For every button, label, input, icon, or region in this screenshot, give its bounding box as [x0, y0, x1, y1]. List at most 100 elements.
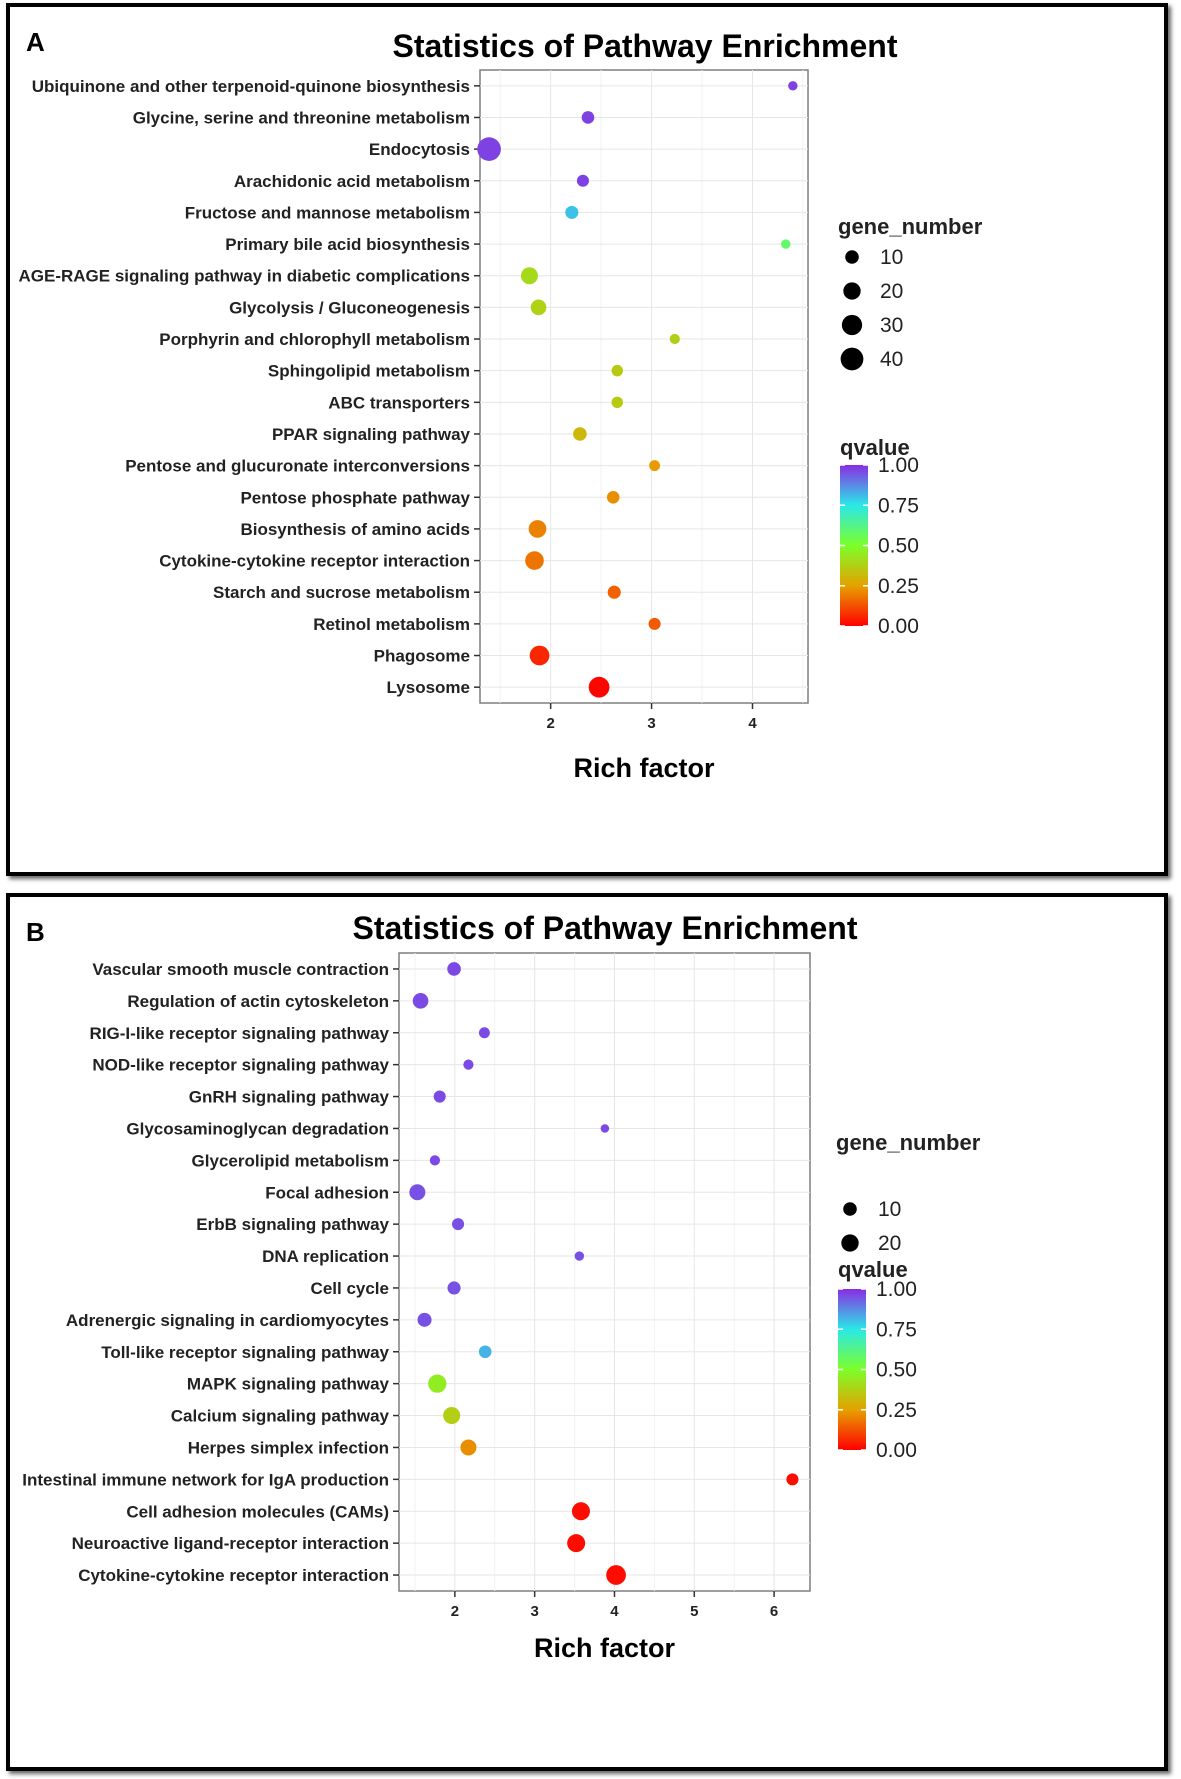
panel-a-letter: A: [26, 27, 45, 57]
y-tick-label: DNA replication: [262, 1247, 389, 1266]
y-tick-label: Cell adhesion molecules (CAMs): [126, 1502, 389, 1521]
y-tick-label: Herpes simplex infection: [188, 1438, 389, 1457]
x-tick-label: 2: [451, 1603, 459, 1620]
size-legend-dot: [841, 1234, 859, 1252]
y-tick-label: AGE-RAGE signaling pathway in diabetic c…: [18, 267, 470, 286]
data-point: [520, 267, 538, 285]
y-tick-label: Cytokine-cytokine receptor interaction: [78, 1566, 389, 1585]
data-point: [648, 617, 661, 630]
y-tick-label: PPAR signaling pathway: [272, 425, 471, 444]
data-point: [447, 962, 461, 976]
size-legend-dot: [843, 1202, 857, 1216]
data-point: [412, 993, 429, 1009]
data-point: [478, 1345, 492, 1359]
data-point: [606, 1565, 626, 1585]
y-tick-label: Porphyrin and chlorophyll metabolism: [159, 330, 470, 349]
color-legend-label: 0.00: [878, 615, 919, 638]
data-point: [573, 427, 587, 441]
data-point: [574, 1251, 585, 1261]
size-legend-label: 40: [880, 348, 903, 371]
size-legend-title: gene_number: [836, 1130, 981, 1155]
x-tick-label: 6: [770, 1603, 778, 1620]
color-legend-label: 0.00: [876, 1439, 917, 1462]
panel-a-chart: Statistics of Pathway Enrichment Ubiquino…: [18, 28, 983, 783]
y-tick-label: Fructose and mannose metabolism: [185, 203, 470, 222]
x-tick-label: 4: [748, 715, 757, 732]
color-legend-label: 1.00: [876, 1278, 917, 1301]
data-point: [429, 1155, 441, 1166]
color-legend-title: qvalue: [838, 1257, 908, 1282]
y-tick-label: ErbB signaling pathway: [196, 1215, 389, 1234]
data-point: [478, 1027, 490, 1039]
color-legend-label: 0.75: [876, 1318, 917, 1341]
x-tick-label: 3: [647, 715, 655, 732]
chart-title: Statistics of Pathway Enrichment: [392, 28, 897, 64]
data-point: [463, 1059, 474, 1070]
size-legend-dot: [845, 250, 859, 264]
data-point: [529, 645, 550, 666]
color-legend-title: qvalue: [840, 435, 910, 460]
data-point: [581, 111, 595, 124]
y-tick-label: Glycerolipid metabolism: [192, 1151, 389, 1170]
data-point: [588, 676, 610, 698]
y-tick-label: Glycine, serine and threonine metabolism: [133, 108, 470, 127]
panel-b-chart: Statistics of Pathway Enrichment Vascular…: [22, 910, 981, 1663]
size-legend-title: gene_number: [838, 214, 983, 239]
data-point: [781, 239, 791, 249]
y-tick-label: Neuroactive ligand-receptor interaction: [72, 1534, 389, 1553]
plot-area: [479, 69, 809, 704]
x-tick-label: 5: [690, 1603, 698, 1620]
data-point: [452, 1218, 465, 1231]
x-tick-label: 3: [530, 1603, 538, 1620]
data-point: [433, 1090, 446, 1103]
color-legend-label: 0.25: [876, 1399, 917, 1422]
data-point: [600, 1124, 610, 1133]
x-tick-label: 4: [610, 1603, 619, 1620]
y-tick-label: Arachidonic acid metabolism: [234, 172, 470, 191]
data-point: [571, 1502, 590, 1521]
x-tick-label: 2: [546, 715, 554, 732]
y-tick-label: Focal adhesion: [265, 1183, 389, 1202]
panel-a: A Statistics of Pathway Enrichment Ubiqui…: [6, 3, 1168, 876]
y-tick-label: Starch and sucrose metabolism: [213, 583, 470, 602]
x-axis-label: Rich factor: [534, 1633, 676, 1663]
data-point: [428, 1374, 447, 1393]
y-tick-label: Cytokine-cytokine receptor interaction: [159, 552, 470, 571]
size-legend-label: 10: [878, 1198, 901, 1221]
size-legend-label: 10: [880, 246, 903, 269]
color-legend-label: 0.50: [878, 535, 919, 558]
y-tick-label: Retinol metabolism: [313, 615, 470, 634]
data-point: [788, 81, 798, 91]
plot-area: [398, 952, 811, 1592]
size-legend-dot: [843, 282, 861, 300]
panel-b: B Statistics of Pathway Enrichment Vascul…: [6, 893, 1168, 1771]
size-legend-label: 20: [878, 1232, 901, 1255]
size-legend-dot: [840, 347, 864, 371]
data-point: [447, 1281, 461, 1295]
y-tick-label: Regulation of actin cytoskeleton: [127, 992, 389, 1011]
y-tick-label: RIG-I-like receptor signaling pathway: [90, 1024, 390, 1043]
y-tick-label: Toll-like receptor signaling pathway: [101, 1343, 389, 1362]
color-legend-label: 0.25: [878, 575, 919, 598]
data-point: [443, 1407, 461, 1425]
data-point: [565, 205, 579, 219]
data-point: [460, 1439, 477, 1456]
size-legend-dot: [841, 314, 863, 336]
y-tick-label: Ubiquinone and other terpenoid-quinone b…: [32, 77, 470, 96]
data-point: [417, 1312, 432, 1327]
data-point: [530, 299, 547, 316]
data-point: [567, 1534, 586, 1553]
data-point: [669, 333, 680, 345]
y-tick-label: Calcium signaling pathway: [171, 1407, 390, 1426]
data-point: [607, 585, 621, 599]
data-point: [611, 396, 624, 409]
chart-title: Statistics of Pathway Enrichment: [352, 910, 857, 946]
color-legend-label: 1.00: [878, 454, 919, 477]
data-point: [611, 364, 624, 377]
size-legend-label: 30: [880, 314, 903, 337]
y-tick-label: Primary bile acid biosynthesis: [225, 235, 470, 254]
y-tick-label: Glycosaminoglycan degradation: [126, 1119, 389, 1138]
y-tick-label: Endocytosis: [369, 140, 470, 159]
data-point: [649, 460, 661, 472]
panel-b-letter: B: [26, 917, 45, 947]
